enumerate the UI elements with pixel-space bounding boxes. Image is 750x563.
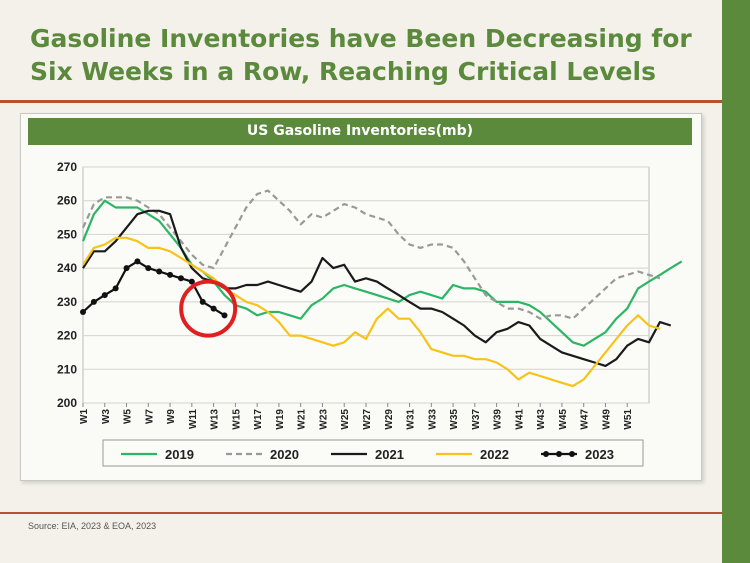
y-tick-label: 270 xyxy=(57,160,77,174)
data-point-2023 xyxy=(90,298,97,305)
series-line-2021 xyxy=(82,209,672,367)
title-divider xyxy=(0,100,722,103)
x-tick-label: W47 xyxy=(580,409,591,430)
x-tick-label: W23 xyxy=(318,409,329,430)
x-tick-label: W17 xyxy=(253,409,264,430)
x-tick-label: W11 xyxy=(188,409,199,429)
legend-label-2021: 2021 xyxy=(375,447,404,462)
plot-area xyxy=(82,166,650,404)
y-tick-label: 220 xyxy=(57,329,77,343)
y-tick-label: 200 xyxy=(57,396,77,410)
data-point-2023 xyxy=(80,308,86,315)
data-point-2023 xyxy=(177,275,184,282)
legend-marker-2023 xyxy=(569,451,575,457)
x-tick-label: W1 xyxy=(79,409,90,424)
data-point-2023 xyxy=(134,258,141,265)
chart-canvas: 200 210 220 230 240 250 260 270 W1 W3 W5 W7 W9 W11 W13… xyxy=(57,160,683,467)
x-tick-label: W37 xyxy=(471,409,482,430)
source-note: Source: EIA, 2023 & EOA, 2023 xyxy=(28,521,157,531)
x-tick-label: W29 xyxy=(384,409,395,430)
x-tick-label: W49 xyxy=(601,409,612,430)
highlight-circle xyxy=(179,279,238,338)
data-point-2023 xyxy=(167,271,174,278)
x-tick-label: W13 xyxy=(210,409,221,430)
y-tick-label: 260 xyxy=(57,194,77,208)
x-tick-label: W7 xyxy=(144,409,155,424)
y-tick-label: 210 xyxy=(57,362,77,376)
x-tick-label: W19 xyxy=(275,409,286,430)
legend-marker-2023 xyxy=(556,451,562,457)
chart-panel: US Gasoline Inventories(mb) 200 210 220 230… xyxy=(20,113,702,481)
data-point-2023 xyxy=(101,292,108,299)
side-accent-bar xyxy=(722,0,750,563)
y-tick-label: 250 xyxy=(57,227,77,241)
x-tick-label: W27 xyxy=(362,409,373,430)
data-point-2023 xyxy=(123,265,130,272)
data-point-2023 xyxy=(221,312,228,319)
legend-label-2019: 2019 xyxy=(165,447,194,462)
slide-title: Gasoline Inventories have Been Decreasin… xyxy=(30,24,692,86)
x-tick-label: W9 xyxy=(166,409,177,424)
data-point-2023 xyxy=(145,265,152,272)
x-tick-label: W33 xyxy=(427,409,438,430)
x-tick-label: W5 xyxy=(123,409,134,424)
x-tick-label: W45 xyxy=(558,409,569,430)
legend-marker-2023 xyxy=(543,451,549,457)
legend-label-2020: 2020 xyxy=(270,447,299,462)
x-tick-label: W25 xyxy=(340,409,351,430)
data-point-2023 xyxy=(210,305,217,312)
x-tick-label: W35 xyxy=(449,409,460,430)
x-tick-label: W41 xyxy=(514,409,525,430)
y-tick-label: 230 xyxy=(57,295,77,309)
x-tick-label: W3 xyxy=(101,409,112,424)
series-line-2022 xyxy=(82,236,661,388)
data-point-2023 xyxy=(188,278,195,285)
legend-label-2022: 2022 xyxy=(480,447,509,462)
x-tick-label: W43 xyxy=(536,409,547,430)
x-tick-label: W31 xyxy=(406,409,417,430)
legend-label-2023: 2023 xyxy=(585,447,614,462)
x-tick-label: W21 xyxy=(297,409,308,430)
series-line-2020 xyxy=(82,189,661,320)
data-point-2023 xyxy=(156,268,163,275)
x-tick-label: W15 xyxy=(231,409,242,430)
x-tick-label: W51 xyxy=(623,409,634,430)
data-point-2023 xyxy=(199,298,206,305)
chart-title: US Gasoline Inventories(mb) xyxy=(28,118,692,145)
data-point-2023 xyxy=(112,285,119,292)
y-tick-label: 240 xyxy=(57,261,77,275)
x-tick-label: W39 xyxy=(493,409,504,430)
footer-divider xyxy=(0,512,722,514)
